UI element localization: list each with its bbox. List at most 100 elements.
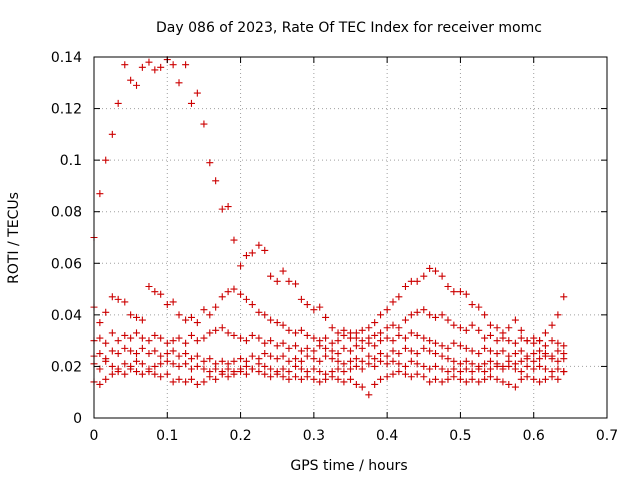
data-point (248, 331, 256, 339)
data-point (438, 365, 446, 373)
data-point (481, 368, 489, 376)
data-point (261, 370, 269, 378)
data-point (548, 337, 556, 345)
data-point (530, 339, 538, 347)
data-point (224, 373, 232, 381)
data-point (310, 334, 318, 342)
data-point (230, 331, 238, 339)
data-point (157, 373, 165, 381)
data-point (133, 81, 141, 89)
data-point (548, 373, 556, 381)
data-point (426, 311, 434, 319)
data-point (395, 331, 403, 339)
data-point (169, 337, 177, 345)
data-point (242, 362, 250, 370)
data-point (121, 360, 129, 368)
x-tick-label: 0.1 (156, 428, 178, 444)
data-point (145, 282, 153, 290)
data-point (114, 337, 122, 345)
x-tick-label: 0.4 (376, 428, 398, 444)
data-point (511, 383, 519, 391)
data-point (371, 355, 379, 363)
data-point (328, 339, 336, 347)
data-point (255, 368, 263, 376)
data-point (230, 357, 238, 365)
y-axis-label: ROTI / TECUs (6, 192, 22, 284)
data-point (279, 365, 287, 373)
data-point (493, 362, 501, 370)
data-point (554, 375, 562, 383)
data-point (310, 347, 318, 355)
data-point (206, 373, 214, 381)
data-point (237, 368, 245, 376)
data-point (340, 378, 348, 386)
data-point (407, 347, 415, 355)
data-point (193, 380, 201, 388)
data-point (285, 277, 293, 285)
data-point (242, 295, 250, 303)
data-point (401, 334, 409, 342)
data-point (438, 352, 446, 360)
data-point (212, 365, 220, 373)
data-point (328, 373, 336, 381)
data-point (273, 342, 281, 350)
data-point (182, 339, 190, 347)
data-point (340, 344, 348, 352)
data-point (218, 357, 226, 365)
y-tick-label: 0.06 (51, 256, 82, 272)
data-point (413, 331, 421, 339)
data-point (420, 272, 428, 280)
data-point (96, 380, 104, 388)
data-point (468, 321, 476, 329)
data-point (456, 375, 464, 383)
data-point (114, 350, 122, 358)
data-point (499, 365, 507, 373)
data-point (358, 365, 366, 373)
data-point (420, 306, 428, 314)
data-point (432, 375, 440, 383)
data-point (187, 365, 195, 373)
data-point (371, 342, 379, 350)
data-point (450, 373, 458, 381)
data-point (383, 334, 391, 342)
data-point (517, 334, 525, 342)
data-point (450, 321, 458, 329)
data-point (175, 79, 183, 87)
data-point (187, 375, 195, 383)
data-point (108, 370, 116, 378)
data-point (96, 319, 104, 327)
data-point (334, 350, 342, 358)
data-point (285, 375, 293, 383)
data-point (138, 360, 146, 368)
data-point (303, 373, 311, 381)
data-point (444, 344, 452, 352)
data-point (127, 334, 135, 342)
data-point (206, 311, 214, 319)
data-point (328, 355, 336, 363)
data-point (347, 347, 354, 355)
data-point (505, 337, 513, 345)
data-point (218, 205, 226, 213)
x-tick-label: 0.7 (596, 428, 618, 444)
data-point (248, 352, 256, 360)
data-point (224, 203, 232, 211)
data-point (193, 352, 201, 360)
data-point (413, 277, 421, 285)
data-point (401, 316, 409, 324)
data-point (187, 99, 195, 107)
data-point (517, 357, 525, 365)
data-point (292, 373, 300, 381)
data-point (121, 370, 129, 378)
data-point (377, 337, 385, 345)
data-point (163, 350, 171, 358)
data-point (511, 350, 519, 358)
data-point (456, 342, 464, 350)
data-point (206, 355, 214, 363)
y-tick-label: 0.12 (51, 102, 82, 118)
data-point (322, 334, 330, 342)
data-point (334, 357, 342, 365)
data-point (450, 365, 458, 373)
data-point (334, 337, 342, 345)
data-point (157, 360, 165, 368)
data-point (536, 378, 544, 386)
